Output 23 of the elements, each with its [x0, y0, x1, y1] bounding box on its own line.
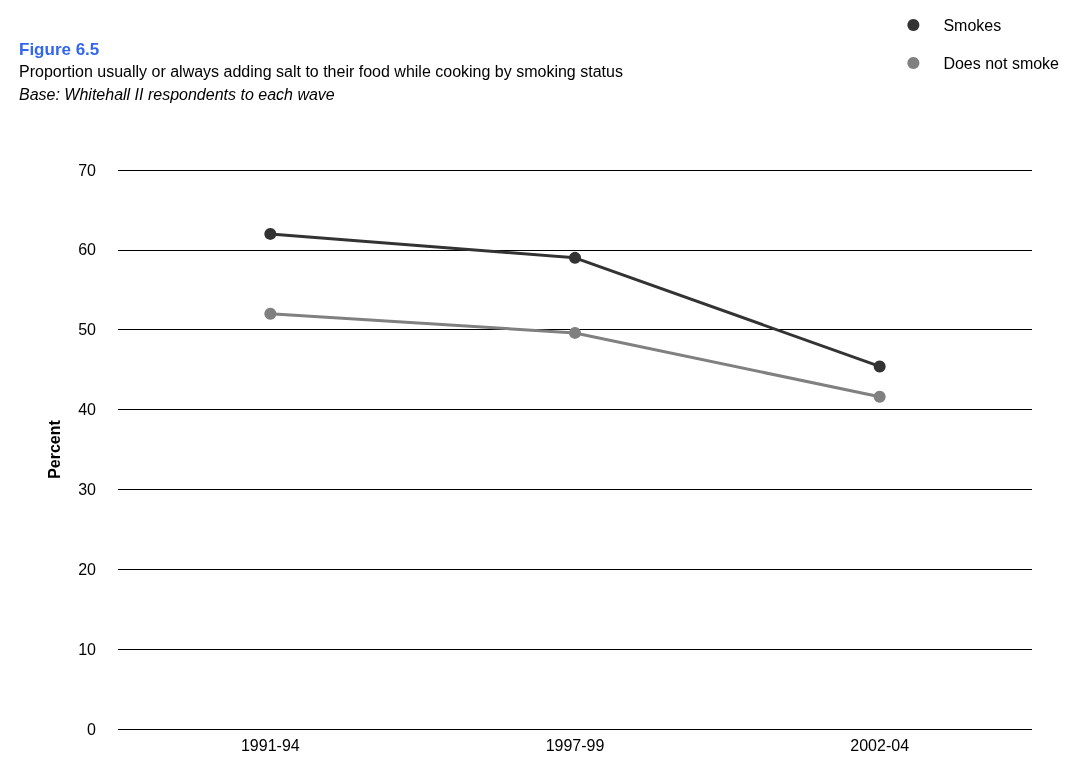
- y-tick-label: 0: [87, 720, 97, 738]
- x-tick-label: 1997-99: [545, 736, 605, 754]
- y-tick-label: 30: [78, 480, 97, 498]
- chart-subtitle: Proportion usually or always adding salt to their food while cooking by smoking status: [19, 62, 623, 80]
- y-tick-label: 40: [78, 401, 97, 419]
- x-tick-label: 2002-04: [850, 736, 910, 754]
- point: [264, 307, 277, 320]
- chart-title: Figure 6.5: [19, 40, 100, 59]
- legend-label: Does not smoke: [943, 54, 1060, 72]
- y-tick-label: 60: [78, 241, 97, 259]
- text: Base: Whitehall II respondents to each wave: [19, 85, 335, 103]
- y-tick-label: 50: [78, 321, 97, 339]
- y-tick-label: 20: [78, 560, 97, 578]
- point: [873, 390, 886, 403]
- x-tick-label: 1991-94: [240, 736, 300, 754]
- point: [569, 326, 581, 339]
- point: [873, 360, 886, 373]
- point: [569, 251, 581, 264]
- y-tick-label: 70: [78, 161, 97, 179]
- y-axis-title: Percent: [45, 419, 63, 479]
- y-tick-label: 10: [78, 640, 97, 658]
- legend-label: Smokes: [943, 16, 1002, 34]
- point: [264, 227, 277, 240]
